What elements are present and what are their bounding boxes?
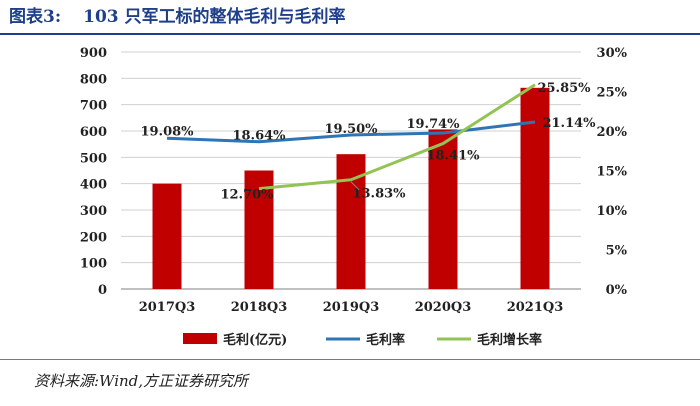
y-left-tick-label: 900 — [80, 46, 107, 61]
source-rule — [0, 359, 700, 360]
figure-title-text: 103 只军工标的整体毛利与毛利率 — [83, 7, 346, 27]
y-left-tick-label: 0 — [98, 283, 107, 298]
data-label: 25.85% — [537, 81, 591, 96]
y-right-tick-label: 5% — [606, 244, 628, 259]
y-left-tick-label: 100 — [80, 257, 107, 272]
legend-label: 毛利(亿元) — [223, 332, 287, 348]
data-label: 19.50% — [324, 122, 378, 137]
label-leader — [350, 181, 360, 191]
y-left-tick-label: 800 — [80, 72, 107, 87]
data-label: 21.14% — [542, 116, 596, 131]
chart: 0 100 200 300 400 500 600 700 800 900 0% 5% 10% 15% 20… — [80, 46, 628, 348]
figure-label: 图表3: — [9, 7, 62, 27]
x-tick-label: 2021Q3 — [507, 300, 564, 315]
x-tick-label: 2017Q3 — [139, 300, 196, 315]
bar — [152, 183, 182, 289]
y-left-tick-label: 200 — [80, 230, 107, 245]
y-left-tick-label: 400 — [80, 178, 107, 193]
y-right-tick-label: 30% — [597, 46, 628, 61]
data-label: 12.70% — [220, 188, 274, 203]
data-label: 19.08% — [140, 124, 194, 139]
y-right-tick-label: 15% — [597, 165, 628, 180]
y-left-tick-label: 500 — [80, 151, 107, 166]
y-left-tick-label: 300 — [80, 204, 107, 219]
data-label: 13.83% — [352, 187, 406, 202]
data-label: 18.64% — [232, 129, 286, 144]
x-tick-label: 2018Q3 — [231, 300, 288, 315]
y-right-tick-label: 0% — [606, 283, 628, 298]
legend-label: 毛利增长率 — [477, 332, 542, 348]
y-right-tick-label: 25% — [597, 86, 628, 101]
data-label: 18.41% — [426, 149, 480, 164]
title-rule — [0, 33, 700, 35]
bar — [244, 170, 274, 289]
y-left-tick-label: 600 — [80, 125, 107, 140]
data-label: 19.74% — [406, 117, 460, 132]
x-tick-label: 2020Q3 — [415, 300, 472, 315]
series-line — [258, 83, 536, 191]
series-line — [166, 120, 536, 144]
legend-swatch — [183, 333, 217, 344]
y-right-tick-label: 10% — [597, 204, 628, 219]
bar — [428, 129, 458, 289]
legend-label: 毛利率 — [366, 332, 405, 348]
source-note: 资料来源:Wind,方正证券研究所 — [34, 372, 249, 390]
y-right-tick-label: 20% — [597, 125, 628, 140]
bar — [520, 87, 550, 290]
figure-title: 图表3: 103 只军工标的整体毛利与毛利率 — [9, 2, 368, 32]
y-left-tick-label: 700 — [80, 99, 107, 114]
x-tick-label: 2019Q3 — [323, 300, 380, 315]
